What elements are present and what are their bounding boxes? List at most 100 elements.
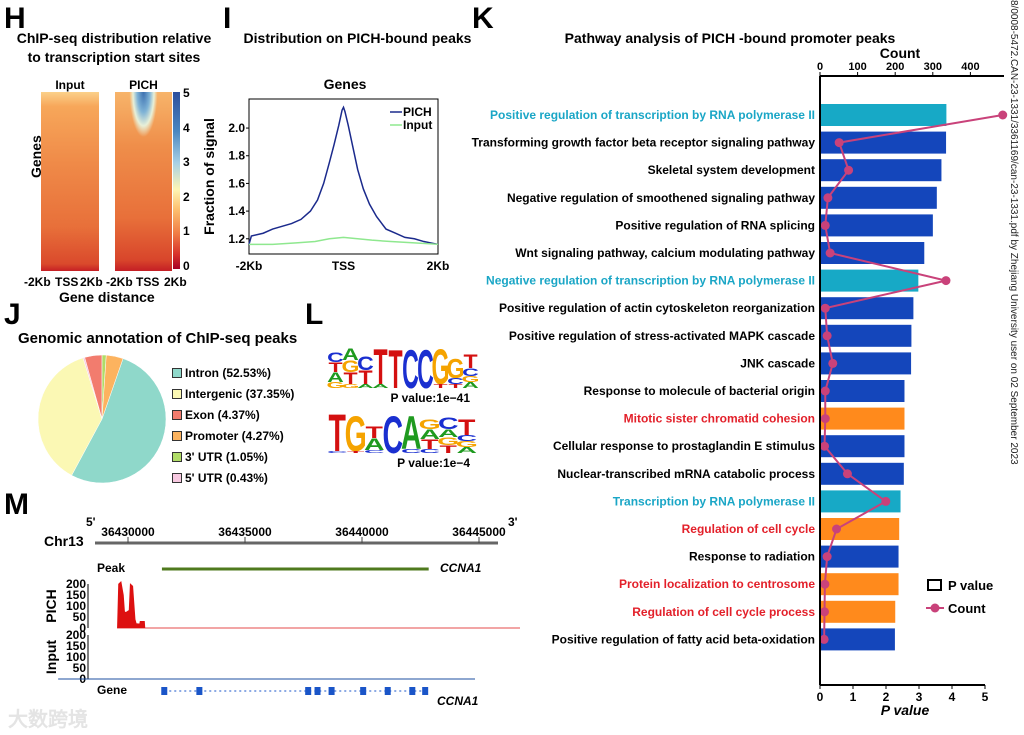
motif-letter-c: C (327, 350, 344, 365)
pathway-label: Negative regulation of transcription by … (486, 274, 815, 288)
pathway-label: Positive regulation of actin cytoskeleto… (499, 301, 815, 315)
three-prime-label: 3' (508, 515, 518, 529)
colorbar-tick: 1 (183, 224, 190, 239)
count-point (844, 165, 854, 175)
count-point (842, 469, 852, 479)
motif-letter-a: A (327, 370, 344, 385)
pathway-label: Regulation of cell cycle process (632, 605, 815, 619)
heatmap-input-xtick-3: 2Kb (80, 275, 103, 289)
exon (161, 687, 168, 695)
motif-pvalue: P value:1e−4 (397, 456, 470, 470)
count-point (820, 441, 830, 451)
pvalue-bar (820, 518, 900, 540)
pathway-label: Transforming growth factor beta receptor… (472, 136, 816, 150)
motif-letter-g: G (447, 354, 465, 384)
motif-letter-c: C (438, 414, 459, 432)
count-point (820, 386, 830, 396)
pvalue-bar (820, 186, 937, 209)
pathway-label: Response to radiation (689, 550, 815, 564)
pvalue-bar (820, 628, 895, 651)
count-point (822, 331, 832, 341)
motif-letter-t: T (458, 416, 476, 440)
motif-letter-t: T (373, 340, 387, 395)
count-point (834, 138, 844, 148)
motif-letter-g: G (342, 358, 360, 376)
panel-label-m: M (4, 488, 29, 521)
count-tick-label: 0 (817, 61, 823, 73)
pathway-label: Negative regulation of smoothened signal… (507, 191, 815, 205)
colorbar-tick: 4 (183, 120, 190, 135)
count-point (820, 303, 830, 313)
pvalue-bar (820, 352, 912, 375)
heatmap-input-label: Input (55, 78, 85, 92)
motif-letter-g: G (342, 383, 360, 389)
count-point (820, 579, 830, 589)
input-y-tick-label: 150 (66, 639, 86, 653)
pvalue-bar (820, 242, 925, 264)
count-line (823, 114, 1003, 640)
motif-letter-t: T (358, 367, 372, 389)
legend-count-point (930, 603, 940, 613)
pathway-label: Positive regulation of transcription by … (490, 108, 815, 122)
pathway-label: Response to molecule of bacterial origin (584, 384, 815, 398)
motif-letter-a: A (364, 435, 385, 453)
exon (422, 687, 429, 695)
legend-label: Intergenic (37.35%) (185, 386, 295, 401)
legend-swatch (172, 367, 182, 378)
pvalue-bar (820, 297, 914, 320)
panel-label-h: H (4, 2, 26, 35)
count-tick-label: 100 (848, 61, 866, 73)
motif-letter-g: G (327, 380, 345, 390)
pathway-label: Transcription by RNA polymerase II (613, 494, 815, 508)
pathway-label: Positive regulation of fatty acid beta-o… (552, 632, 815, 646)
panel-label-i: I (223, 2, 232, 35)
colorbar-tick: 0 (183, 259, 190, 273)
exon (384, 687, 391, 695)
pich-signal (117, 581, 520, 629)
heatmap-ylabel: Genes (28, 135, 44, 178)
legend-label: 3' UTR (1.05%) (185, 449, 268, 464)
motif-letter-t: T (448, 383, 463, 389)
x-tick-label: -2Kb (236, 259, 263, 273)
legend-swatch (172, 388, 182, 399)
motif-letter-a: A (372, 383, 389, 389)
motif-letter-c: C (447, 376, 464, 386)
pich-track-label: PICH (43, 589, 59, 622)
pvalue-bar (820, 545, 899, 568)
pie-chart (37, 354, 167, 484)
legend-label: PICH (403, 105, 432, 119)
pathway-label: Positive regulation of RNA splicing (615, 218, 815, 232)
pich-y-tick-label: 100 (66, 599, 86, 613)
legend-label: 5' UTR (0.43%) (185, 470, 268, 485)
pie-slice-intergenic (37, 357, 103, 476)
pvalue-bar (820, 131, 947, 154)
pich-y-tick-label: 50 (73, 610, 87, 624)
series-line-input (249, 236, 439, 246)
legend-label: Exon (4.37%) (185, 407, 260, 422)
pvalue-bar (820, 490, 901, 513)
legend-pvalue-swatch (927, 579, 942, 591)
count-tick-label: 300 (924, 61, 942, 73)
count-tick-label: 200 (886, 61, 904, 73)
motif-letter-a: A (462, 380, 479, 390)
legend-label: Promoter (4.27%) (185, 428, 284, 443)
colorbar-tick: 3 (183, 155, 190, 170)
input-y-tick-label: 50 (73, 661, 87, 675)
y-tick-label: 1.8 (228, 149, 245, 163)
count-point (998, 110, 1008, 120)
series-line-pich (248, 105, 439, 246)
motif-letter-t: T (343, 370, 358, 388)
colorbar-tick: 2 (183, 189, 190, 204)
exon (314, 687, 321, 695)
pie-legend-item: 5' UTR (0.43%) (172, 467, 294, 488)
heatmap-input-xtick-1: -2Kb (24, 275, 51, 289)
pvalue-bar (820, 159, 942, 182)
count-point (820, 220, 830, 230)
legend-pvalue-label: P value (948, 578, 993, 593)
pvalue-bar (820, 269, 919, 292)
count-point (832, 524, 842, 534)
motif-letter-a: A (401, 408, 422, 460)
motif-letter-c: C (357, 353, 374, 375)
y-tick-label: 2.0 (228, 121, 245, 135)
